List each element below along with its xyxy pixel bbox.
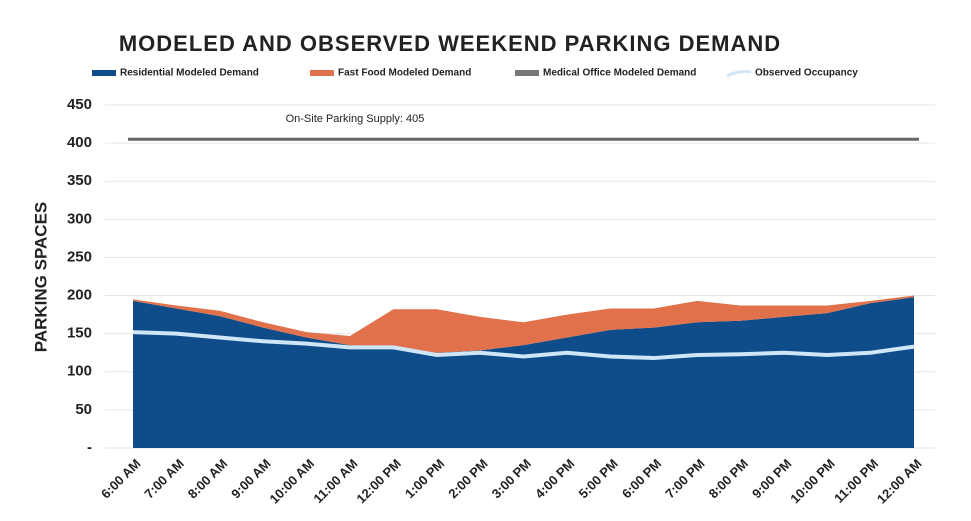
y-tick-label: 150	[67, 325, 92, 342]
legend-label: Fast Food Modeled Demand	[338, 68, 471, 79]
y-tick-label: 50	[75, 401, 92, 418]
x-tick-label: 2:00 PM	[445, 456, 490, 501]
legend-swatch	[310, 70, 334, 76]
x-tick-label: 8:00 AM	[185, 456, 231, 502]
x-tick-label: 8:00 PM	[706, 456, 751, 501]
x-tick-label: 12:00 PM	[353, 456, 403, 506]
chart-title: MODELED AND OBSERVED WEEKEND PARKING DEM…	[119, 31, 781, 56]
y-tick-label: 400	[67, 134, 92, 151]
y-tick-label: 350	[67, 172, 92, 189]
x-tick-label: 7:00 PM	[662, 456, 707, 501]
x-tick-label: 6:00 AM	[98, 456, 144, 502]
x-tick-label: 4:00 PM	[532, 456, 577, 501]
legend-label: Medical Office Modeled Demand	[543, 68, 696, 79]
legend-swatch	[515, 70, 539, 76]
legend-label: Observed Occupancy	[755, 68, 858, 79]
y-axis-label: PARKING SPACES	[31, 202, 50, 353]
y-tick-label: -	[87, 439, 92, 456]
y-tick-label: 300	[67, 210, 92, 227]
area	[133, 295, 914, 353]
x-tick-label: 11:00 AM	[310, 456, 360, 506]
x-tick-label: 7:00 AM	[141, 456, 187, 502]
line	[132, 330, 915, 361]
legend-label: Residential Modeled Demand	[120, 68, 259, 79]
legend-swatch	[726, 70, 752, 78]
x-tick-label: 10:00 PM	[787, 456, 837, 506]
x-tick-label: 11:00 PM	[831, 456, 881, 506]
x-tick-label: 10:00 AM	[266, 456, 317, 507]
x-tick-label: 1:00 PM	[402, 456, 447, 501]
y-tick-label: 200	[67, 287, 92, 304]
x-tick-label: 5:00 PM	[575, 456, 620, 501]
x-tick-label: 6:00 PM	[619, 456, 664, 501]
area	[133, 297, 914, 448]
supply-label: On-Site Parking Supply: 405	[286, 113, 425, 125]
x-tick-label: 12:00 AM	[874, 456, 925, 507]
x-tick-label: 3:00 PM	[489, 456, 534, 501]
y-tick-label: 250	[67, 248, 92, 265]
y-tick-label: 450	[67, 96, 92, 113]
y-tick-label: 100	[67, 363, 92, 380]
legend-swatch	[92, 70, 116, 76]
